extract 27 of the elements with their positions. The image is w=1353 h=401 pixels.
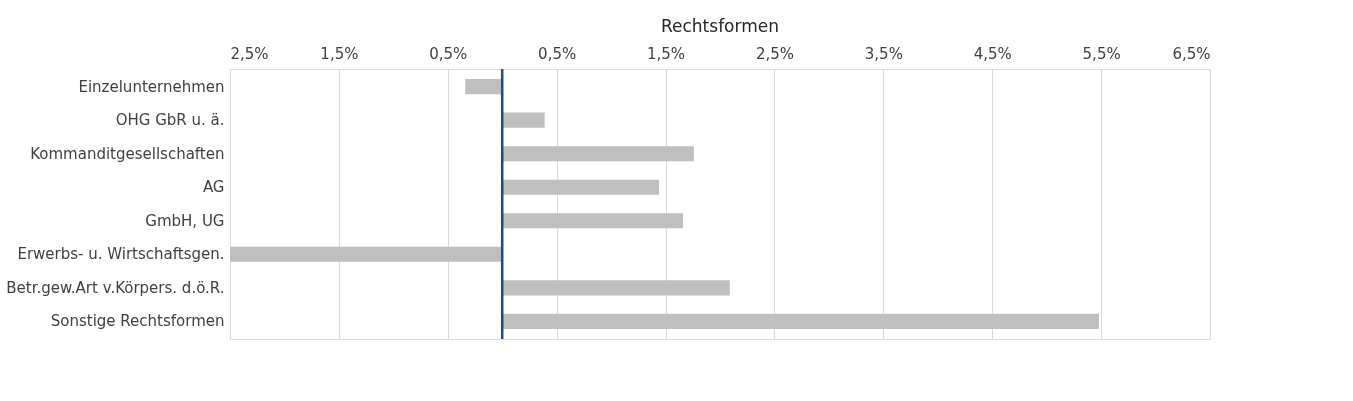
x-tick-label: 1,5% bbox=[647, 44, 686, 63]
x-tick-label: 5,5% bbox=[1082, 44, 1121, 63]
bar bbox=[502, 179, 660, 195]
x-tick-label: 1,5% bbox=[320, 44, 359, 63]
y-tick-label: Sonstige Rechtsformen bbox=[50, 312, 225, 331]
chart-title: Rechtsformen bbox=[660, 16, 780, 36]
y-tick-label: AG bbox=[202, 178, 225, 197]
bar bbox=[502, 313, 1099, 329]
bar bbox=[502, 146, 694, 162]
y-tick-label: Erwerbs- u. Wirtschaftsgen. bbox=[17, 245, 225, 264]
y-tick-label: Kommanditgesellschaften bbox=[30, 144, 225, 163]
x-tick-label: 2,5% bbox=[755, 44, 794, 63]
x-tick-label: 0,5% bbox=[429, 44, 468, 63]
x-tick-label: 4,5% bbox=[973, 44, 1012, 63]
bar bbox=[502, 112, 545, 128]
bar bbox=[502, 213, 683, 229]
y-tick-label: Einzelunternehmen bbox=[78, 77, 225, 96]
bar bbox=[502, 280, 730, 296]
x-tick-label: 0,5% bbox=[538, 44, 577, 63]
y-tick-label: GmbH, UG bbox=[145, 211, 225, 230]
y-tick-label: Betr.gew.Art v.Körpers. d.ö.R. bbox=[6, 278, 225, 297]
x-tick-label: 2,5% bbox=[230, 44, 269, 63]
bar bbox=[230, 246, 503, 262]
x-tick-label: 6,5% bbox=[1172, 44, 1211, 63]
bar bbox=[465, 79, 503, 95]
x-tick-label: 3,5% bbox=[864, 44, 903, 63]
y-tick-label: OHG GbR u. ä. bbox=[115, 111, 225, 130]
